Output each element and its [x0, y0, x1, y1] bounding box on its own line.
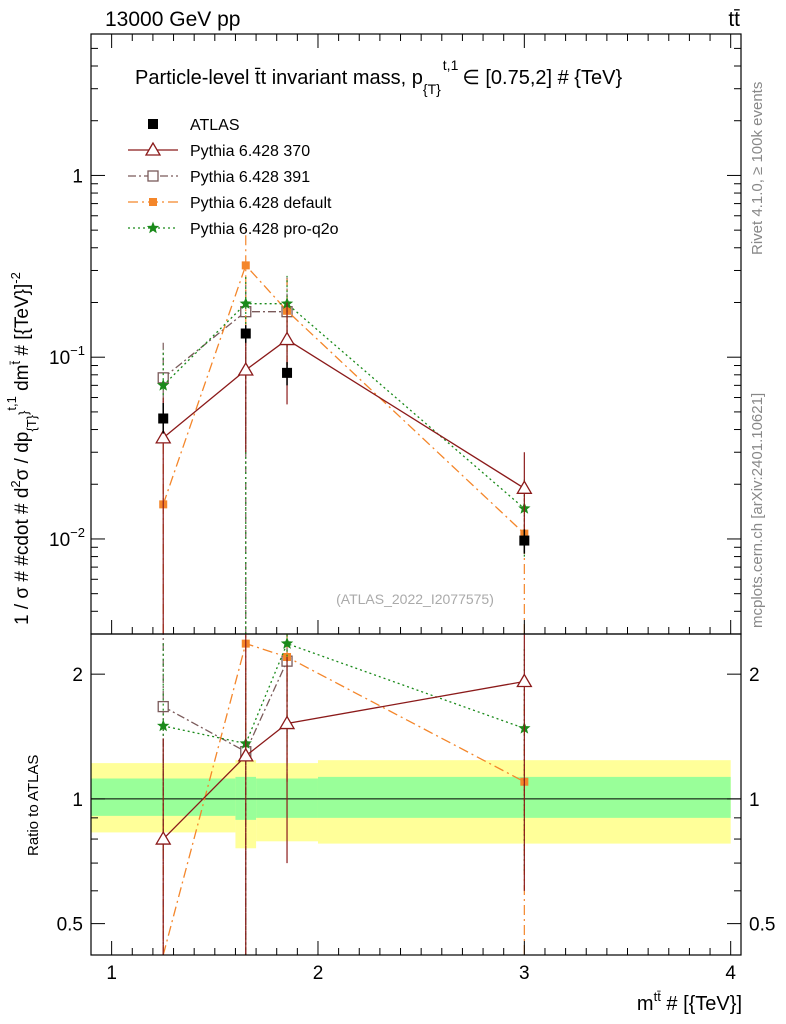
ratio-point-pq2o-2 — [280, 637, 294, 649]
main-series-p391 — [157, 275, 293, 634]
legend-entry-data: ATLAS — [148, 117, 240, 134]
ratio-y-tick-label-right-2: 2 — [749, 665, 760, 686]
legend-entry-p391: Pythia 6.428 391 — [128, 169, 310, 186]
x-tick-label-0: 1 — [106, 963, 117, 984]
plot-title-sup: t,1 — [443, 57, 459, 73]
x-axis: 1 2 3 4 — [90, 34, 736, 984]
plot-title-sub: {T} — [423, 81, 441, 97]
main-panel: 1 10−1 10−2 — [49, 33, 742, 635]
analysis-watermark: (ATLAS_2022_I2077575) — [336, 591, 494, 607]
mcplots-label: mcplots.cern.ch [arXiv:2401.10621] — [749, 393, 766, 628]
ratio-line-p391 — [162, 660, 288, 753]
ratio-y-axis-label: Ratio to ATLAS — [25, 755, 42, 856]
plot-title: Particle-level t̄t invariant mass, p{T}t… — [135, 57, 622, 97]
main-line-p391 — [162, 311, 288, 379]
main-line-pq2o — [162, 303, 525, 510]
ratio-frame — [90, 633, 742, 956]
main-point-pq2o-0 — [157, 378, 170, 391]
legend-entry-p370: Pythia 6.428 370 — [128, 141, 310, 160]
x-tick-label-1: 2 — [313, 963, 324, 984]
ratio-line-p370 — [162, 680, 525, 840]
main-point-p370-0 — [155, 429, 172, 444]
legend-marker-p391 — [147, 170, 159, 182]
legend-label-p370: Pythia 6.428 370 — [190, 143, 310, 160]
ratio-y-tick-label-1: 1 — [72, 790, 83, 811]
main-point-pq2o-1 — [239, 297, 252, 309]
ratio-point-p370-1 — [237, 747, 254, 762]
ratio-line-pq2o — [163, 642, 525, 745]
plot-title-tail: ∈ [0.75,2] # {TeV} — [462, 67, 622, 89]
legend-marker-data — [148, 119, 158, 129]
ratio-y-axis: 0.5 0.5 1 1 2 2 — [57, 665, 776, 935]
ratio-line-pdefault — [162, 642, 525, 956]
ratio-point-p370-0 — [155, 830, 172, 845]
main-point-pdefault-1 — [241, 261, 250, 270]
ratio-y-tick-label-2: 2 — [72, 665, 83, 686]
ratio-point-p370-2 — [278, 715, 296, 730]
ratio-panel: 1 2 3 4 0.5 0.5 1 1 2 2 — [57, 34, 776, 984]
main-y-tick-label-0: 1 — [72, 166, 83, 187]
main-point-data-0 — [158, 413, 169, 424]
main-y-axis-label: 1 / σ # #cdot # d2σ / dp{T}}t,1 dmt̄ # [… — [4, 272, 39, 625]
main-series-pq2o — [157, 275, 531, 634]
main-point-data-1 — [240, 328, 251, 339]
main-point-data-2 — [282, 367, 293, 378]
x-tick-label-3: 4 — [725, 963, 736, 984]
header-process-label: tt̄ — [728, 8, 740, 31]
main-frame — [90, 33, 742, 635]
main-line-p370 — [162, 338, 525, 489]
legend-marker-pdefault — [149, 198, 157, 206]
main-series-p370 — [155, 302, 533, 634]
ratio-point-pq2o-0 — [157, 719, 170, 732]
main-y-axis: 1 10−1 10−2 — [49, 33, 741, 635]
main-y-tick-label-1: 10−1 — [49, 343, 85, 369]
rivet-version-label: Rivet 4.1.0, ≥ 100k events — [749, 82, 766, 255]
main-series-pdefault — [159, 227, 529, 634]
legend-label-pdefault: Pythia 6.428 default — [190, 195, 332, 212]
ratio-y-tick-label-0: 0.5 — [57, 915, 83, 936]
ratio-series-p370 — [155, 634, 533, 955]
legend-label-data: ATLAS — [190, 117, 240, 134]
ratio-point-p370-3 — [516, 673, 533, 688]
ratio-y-tick-label-right-0: 0.5 — [749, 915, 775, 936]
header-energy-label: 13000 GeV pp — [105, 8, 240, 31]
ratio-y-tick-label-right-1: 1 — [749, 790, 760, 811]
main-series-data — [158, 325, 530, 554]
legend-marker-pq2o — [146, 221, 160, 234]
main-y-tick-label-2: 10−2 — [49, 525, 85, 551]
legend-marker-p370 — [144, 141, 162, 156]
ratio-point-p391-0 — [157, 700, 169, 713]
main-point-p370-3 — [516, 480, 533, 494]
x-axis-label: mtt̄ # [{TeV}] — [637, 989, 742, 1015]
legend: ATLAS Pythia 6.428 370 Pythia 6.428 391 Pyt… — [128, 117, 339, 238]
legend-entry-pdefault: Pythia 6.428 default — [128, 195, 332, 212]
plot-title-main: Particle-level t̄t invariant mass, p — [135, 67, 423, 89]
x-tick-label-2: 3 — [519, 963, 530, 984]
main-point-p370-1 — [237, 361, 254, 376]
main-point-data-3 — [519, 535, 530, 546]
main-line-pdefault — [162, 264, 525, 535]
legend-label-p391: Pythia 6.428 391 — [190, 169, 310, 186]
main-point-p370-2 — [278, 331, 296, 346]
legend-entry-pq2o: Pythia 6.428 pro-q2o — [128, 221, 339, 238]
legend-label-pq2o: Pythia 6.428 pro-q2o — [190, 221, 339, 238]
